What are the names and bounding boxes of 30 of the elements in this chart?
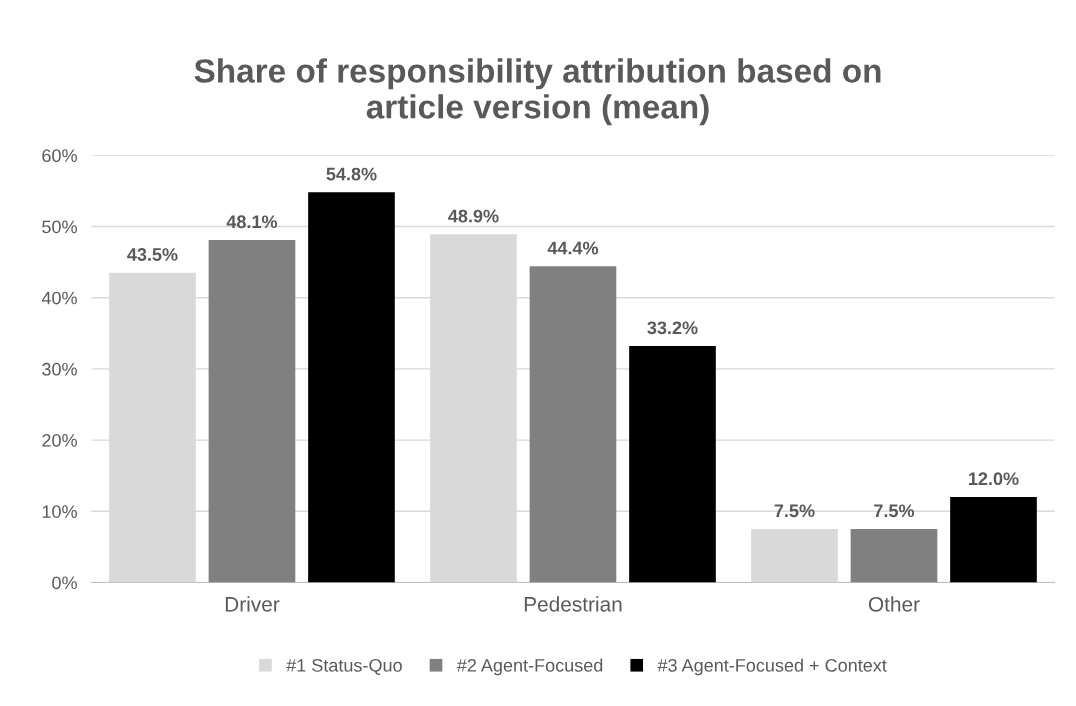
y-tick-label: 0%	[52, 576, 77, 590]
data-label: 33.2%	[647, 321, 698, 335]
bar	[751, 529, 838, 583]
x-tick-label: Other	[868, 596, 920, 612]
x-tick-label: Pedestrian	[524, 596, 622, 612]
bar	[308, 192, 395, 583]
data-label: 48.9%	[448, 209, 499, 223]
legend-label: #3 Agent-Focused + Context	[657, 658, 887, 676]
bar	[629, 346, 716, 583]
data-label: 48.1%	[226, 215, 278, 229]
data-label: 7.5%	[874, 504, 915, 518]
data-label: 7.5%	[774, 504, 815, 518]
bar	[208, 240, 296, 583]
x-tick-label: Driver	[225, 596, 280, 612]
data-label: 54.8%	[326, 167, 377, 181]
chart-title: Share of responsibility attribution based on article version (mean)	[194, 58, 881, 126]
y-tick-label: 30%	[42, 362, 77, 376]
legend-label: #1 Status-Quo	[286, 658, 402, 675]
y-tick-label: 60%	[42, 149, 77, 163]
bar	[529, 266, 617, 583]
data-label: 12.0%	[969, 472, 1019, 486]
data-label: 43.5%	[127, 248, 178, 261]
bar	[950, 497, 1037, 583]
bar	[850, 529, 938, 583]
legend-label: #2 Agent-Focused	[456, 658, 603, 676]
y-tick-label: 20%	[42, 434, 77, 447]
y-tick-label: 50%	[42, 220, 77, 234]
data-label: 44.4%	[547, 241, 599, 255]
y-tick-label: 10%	[42, 505, 77, 518]
y-tick-label: 40%	[41, 291, 77, 305]
